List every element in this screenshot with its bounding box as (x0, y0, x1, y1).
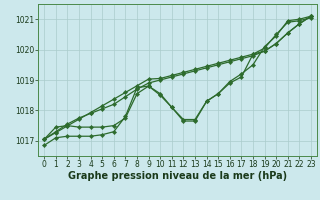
X-axis label: Graphe pression niveau de la mer (hPa): Graphe pression niveau de la mer (hPa) (68, 171, 287, 181)
